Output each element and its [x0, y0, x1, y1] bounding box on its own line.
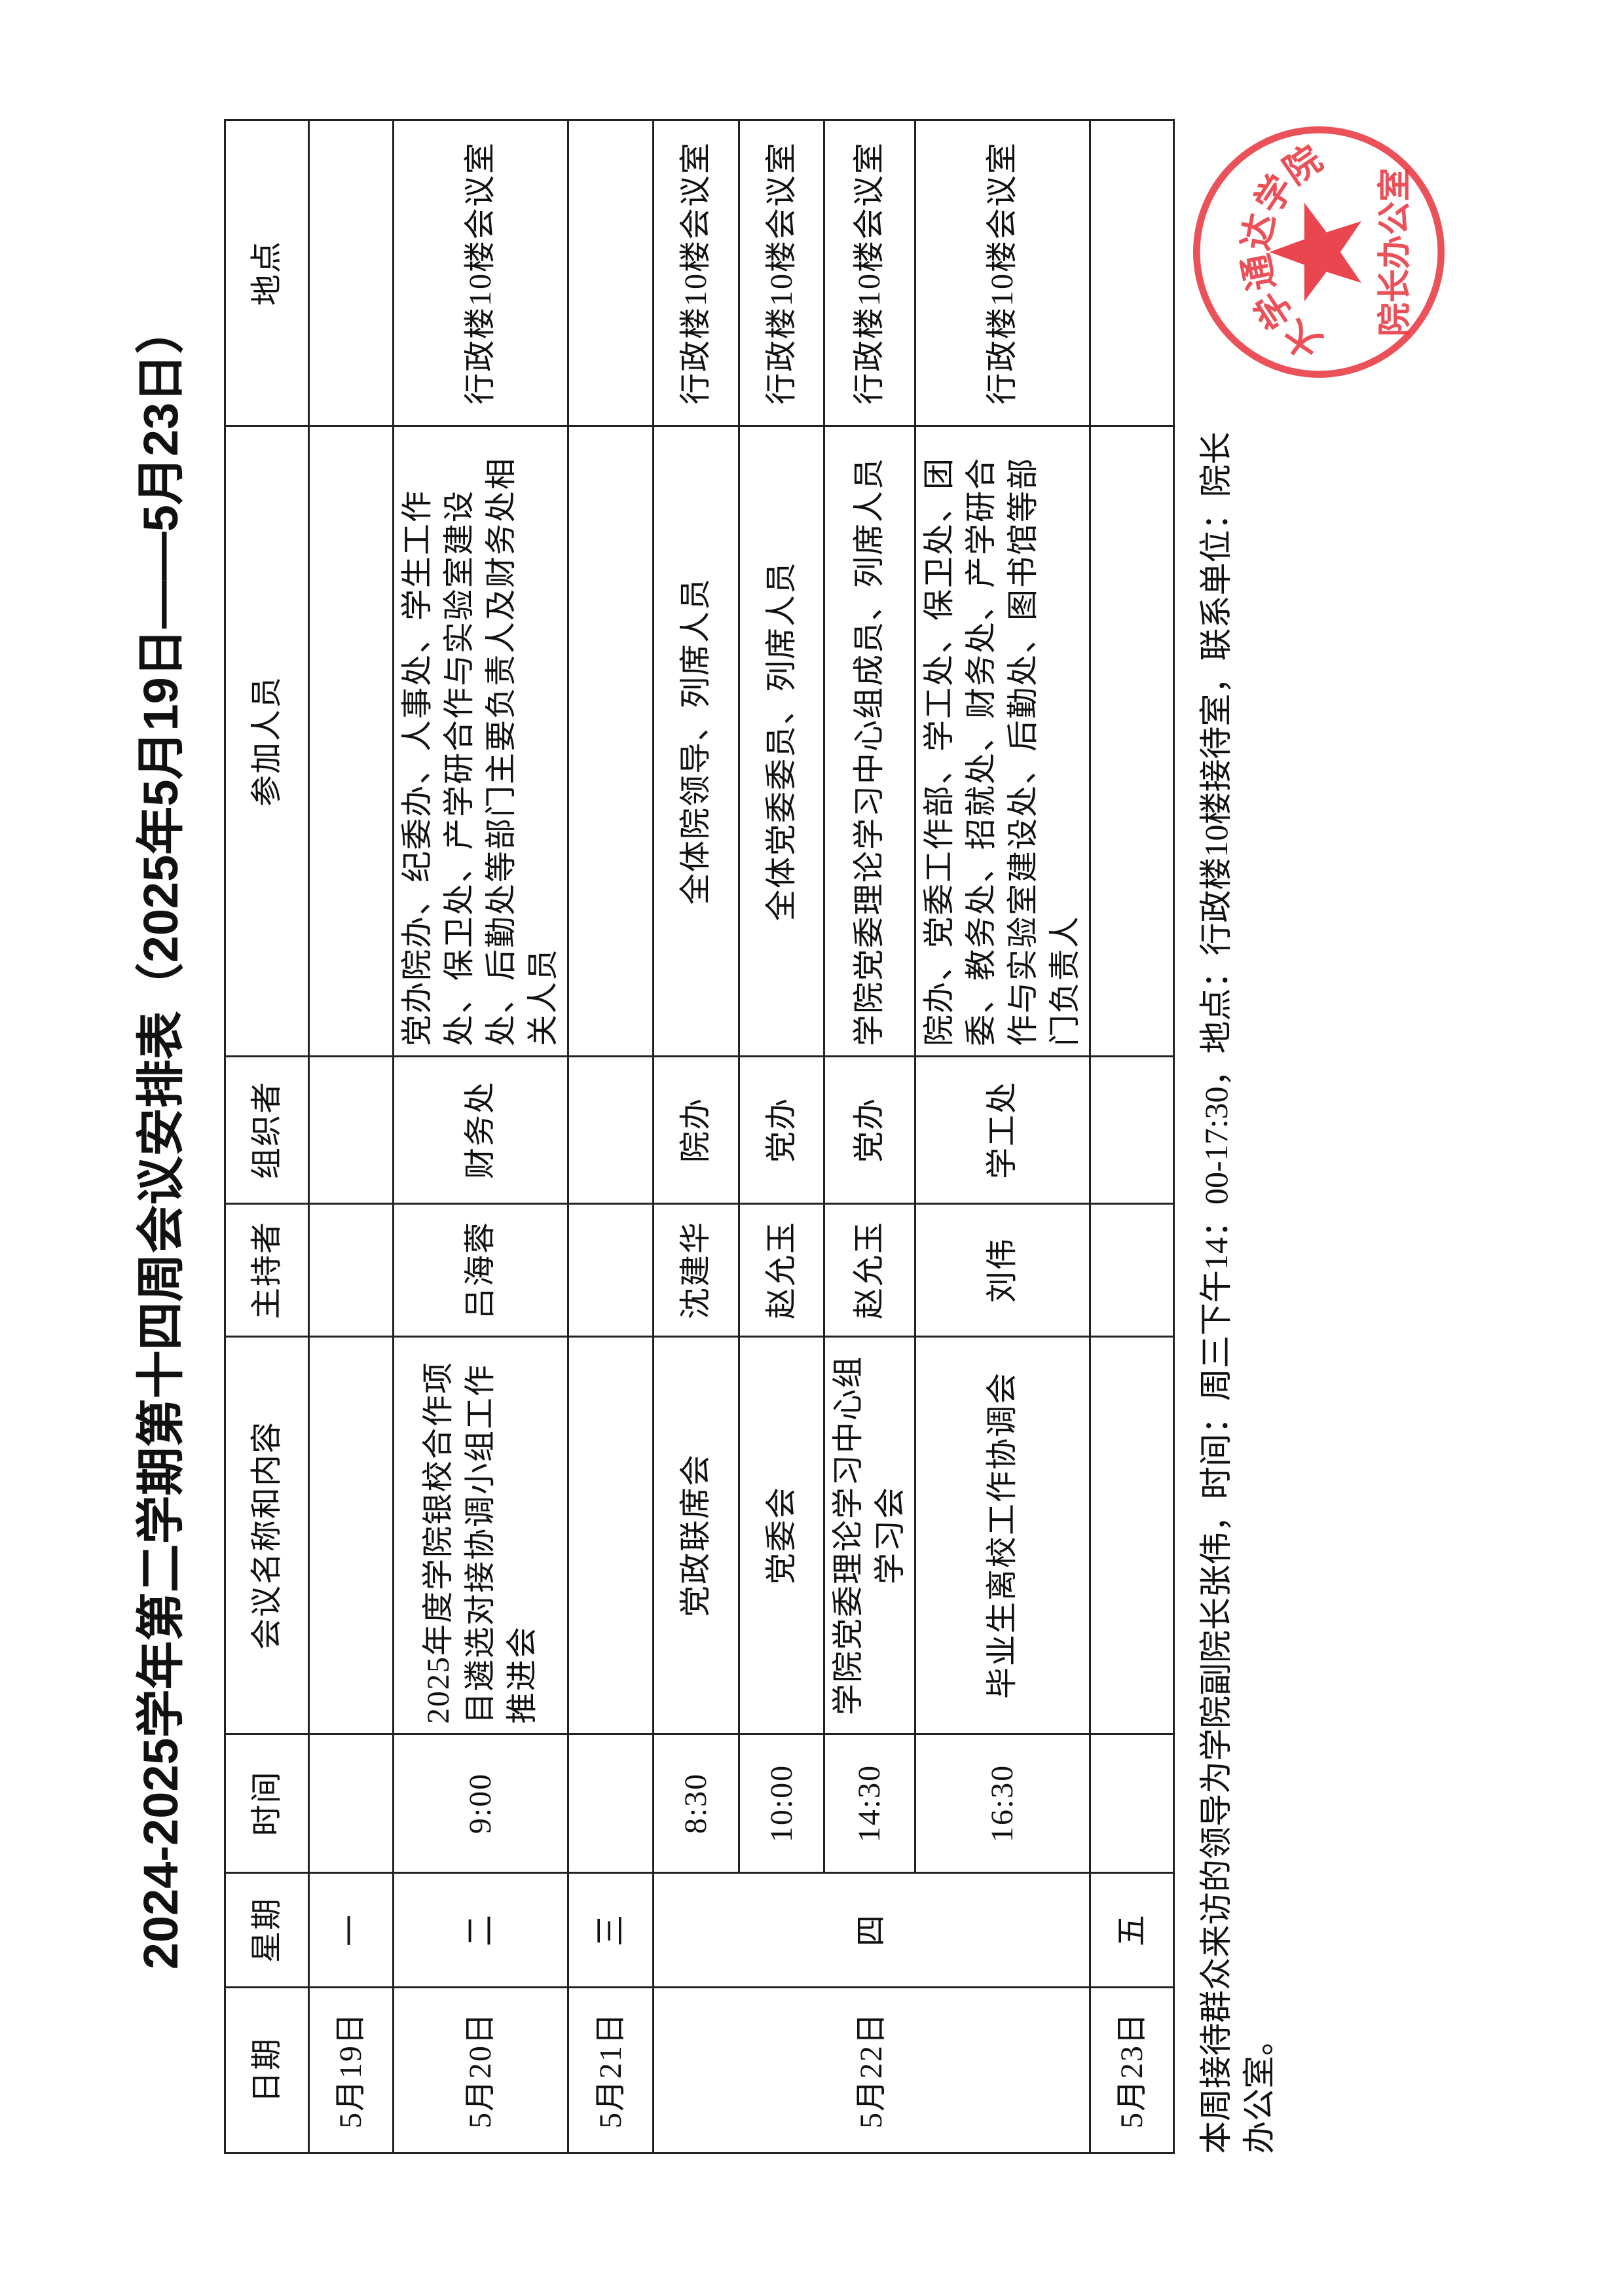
meeting-name	[568, 1336, 654, 1734]
meeting-time: 16:30	[915, 1734, 1090, 1873]
meeting-participants: 学院党委理论学习中心组成员、列席人员	[824, 426, 915, 1057]
table-row: 5月23日五	[1090, 120, 1174, 2153]
header-date: 日期	[225, 1987, 309, 2153]
meeting-organizer: 院办	[653, 1056, 739, 1204]
day-weekday: 四	[653, 1872, 1090, 1988]
meeting-name	[308, 1336, 394, 1734]
day-weekday: 五	[1090, 1872, 1174, 1988]
meeting-name: 2025年度学院银校合作项目遴选对接协调小组工作推进会	[393, 1336, 568, 1734]
meeting-participants: 党办院办、纪委办、人事处、学生工作处、保卫处、产学研合作与实验室建设处、后勤处等…	[393, 426, 568, 1057]
reception-note: 本周接待群众来访的领导为学院副院长张伟，时间：周三下午14：00-17:30，地…	[1198, 431, 1278, 2154]
meeting-host	[308, 1203, 394, 1337]
day-weekday: 一	[308, 1872, 394, 1988]
table-row: 5月22日四 8:30 党政联席会 沈建华 院办 全体院领导、列席人员 行政楼10楼会议室	[653, 120, 1090, 2153]
footer-area: 本周接待群众来访的领导为学院副院长张伟，时间：周三下午14：00-17:30，地…	[1188, 121, 1450, 2154]
meeting-schedule-table: 日期 星期 时间 会议名称和内容 主持者 组织者 参加人员 地点 5月19日一 5…	[224, 119, 1175, 2154]
table-header-row: 日期 星期 时间 会议名称和内容 主持者 组织者 参加人员 地点	[225, 120, 309, 2153]
table-row: 5月19日一	[308, 120, 394, 2153]
svg-text:院长办公室: 院长办公室	[1375, 168, 1414, 337]
meeting-name: 毕业生离校工作协调会	[915, 1336, 1090, 1734]
meeting-location: 行政楼10楼会议室	[824, 120, 915, 426]
meeting-time	[568, 1734, 654, 1873]
meeting-participants: 院办、党委工作部、学工处、保卫处、团委、教务处、招就处、财务处、产学研合作与实验…	[915, 426, 1090, 1057]
meeting-participants: 全体党委委员、列席人员	[739, 426, 824, 1057]
meeting-location: 行政楼10楼会议室	[653, 120, 739, 426]
table-row: 5月20日二 9:00 2025年度学院银校合作项目遴选对接协调小组工作推进会 吕海蓉…	[393, 120, 568, 2153]
meeting-host	[1090, 1203, 1174, 1337]
meeting-organizer: 党办	[739, 1056, 824, 1204]
table-row: 16:30 毕业生离校工作协调会 刘伟 学工处 院办、党委工作部、学工处、保卫处、团委、…	[915, 120, 1090, 2153]
day-weekday: 三	[568, 1872, 654, 1988]
meeting-host: 刘伟	[915, 1203, 1090, 1337]
meeting-organizer	[568, 1056, 654, 1204]
meeting-time: 14:30	[824, 1734, 915, 1873]
meeting-host: 沈建华	[653, 1203, 739, 1337]
header-participants: 参加人员	[225, 426, 309, 1057]
header-host: 主持者	[225, 1203, 309, 1337]
meeting-organizer: 学工处	[915, 1056, 1090, 1204]
header-organizer: 组织者	[225, 1056, 309, 1204]
meeting-participants: 全体院领导、列席人员	[653, 426, 739, 1057]
meeting-name: 学院党委理论学习中心组学习会	[824, 1336, 915, 1734]
day-date: 5月19日	[308, 1987, 394, 2153]
header-weekday: 星期	[225, 1872, 309, 1988]
meeting-location	[308, 120, 394, 426]
meeting-organizer: 财务处	[393, 1056, 568, 1204]
meeting-host: 赵允玉	[739, 1203, 824, 1337]
meeting-time	[308, 1734, 394, 1873]
meeting-time: 8:30	[653, 1734, 739, 1873]
meeting-time: 9:00	[393, 1734, 568, 1873]
meeting-name	[1090, 1336, 1174, 1734]
meeting-time: 10:00	[739, 1734, 824, 1873]
meeting-location	[568, 120, 654, 426]
meeting-location	[1090, 120, 1174, 426]
table-row: 5月21日三	[568, 120, 654, 2153]
day-date: 5月21日	[568, 1987, 654, 2153]
meeting-participants	[308, 426, 394, 1057]
page-content: 2024-2025学年第二学期第十四周会议安排表（2025年5月19日——5月2…	[131, 119, 1450, 2154]
meeting-name: 党委会	[739, 1336, 824, 1734]
day-date: 5月22日	[653, 1987, 1090, 2153]
meeting-host	[568, 1203, 654, 1337]
header-location: 地点	[225, 120, 309, 426]
page-title: 2024-2025学年第二学期第十四周会议安排表（2025年5月19日——5月2…	[134, 305, 188, 1970]
header-meeting-name: 会议名称和内容	[225, 1336, 309, 1734]
meeting-location: 行政楼10楼会议室	[915, 120, 1090, 426]
day-date: 5月23日	[1090, 1987, 1174, 2153]
meeting-location: 行政楼10楼会议室	[393, 120, 568, 426]
meeting-host: 赵允玉	[824, 1203, 915, 1337]
meeting-time	[1090, 1734, 1174, 1873]
day-weekday: 二	[393, 1872, 568, 1988]
meeting-organizer	[1090, 1056, 1174, 1204]
meeting-organizer: 党办	[824, 1056, 915, 1204]
official-seal: 大学通达学院 院长办公室	[1193, 126, 1445, 378]
meeting-name: 党政联席会	[653, 1336, 739, 1734]
meeting-host: 吕海蓉	[393, 1203, 568, 1337]
table-row: 10:00 党委会 赵允玉 党办 全体党委委员、列席人员 行政楼10楼会议室	[739, 120, 824, 2153]
day-date: 5月20日	[393, 1987, 568, 2153]
meeting-participants	[568, 426, 654, 1057]
meeting-participants	[1090, 426, 1174, 1057]
table-row: 14:30 学院党委理论学习中心组学习会 赵允玉 党办 学院党委理论学习中心组成员、列席…	[824, 120, 915, 2153]
star-icon	[1269, 202, 1361, 302]
meeting-organizer	[308, 1056, 394, 1204]
header-time: 时间	[225, 1734, 309, 1873]
meeting-location: 行政楼10楼会议室	[739, 120, 824, 426]
